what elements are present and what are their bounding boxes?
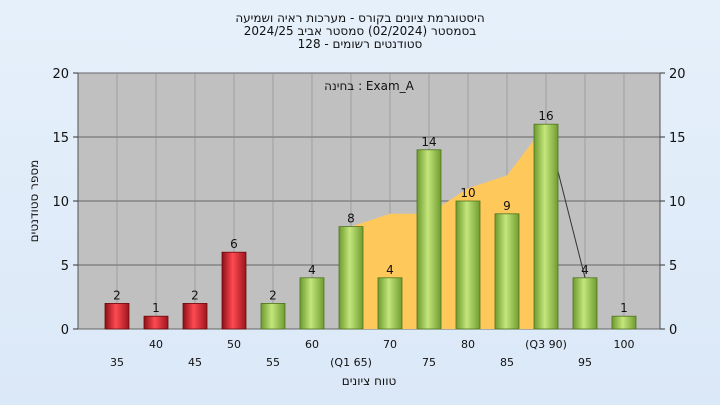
y-tick-label-left: 5 [61,259,69,274]
bar-value-label: 4 [581,263,589,277]
y-tick-label-right: 10 [669,195,686,210]
y-tick-label-left: 10 [52,195,69,210]
bar-8 [416,149,442,330]
bar-1 [143,315,169,330]
bar-value-label: 6 [230,237,238,251]
y-tick-label-right: 20 [669,67,686,82]
y-axis-right: 0 5 10 15 20 [660,67,686,338]
bar-value-label: 14 [421,135,436,149]
x-tick-label: 80 [461,338,475,351]
x-axis-title: טווח ציונים [342,374,397,388]
bar-value-label: 10 [460,186,475,200]
y-axis-left: 0 5 10 15 20 [52,67,78,338]
bar-value-label: 4 [308,263,316,277]
bar-10 [494,213,520,330]
bar-5 [299,277,325,330]
y-axis-title: מספר סטודנטים [27,160,41,243]
x-tick-label: (Q1 65) [330,356,372,369]
bars-group [104,123,637,330]
bar-value-label: 1 [620,301,628,315]
x-tick-label: 35 [110,356,124,369]
x-tick-label: 50 [227,338,241,351]
value-labels-group: 2 1 2 6 2 4 8 4 14 10 9 16 4 1 [113,109,628,315]
x-tick-label: 100 [614,338,635,351]
x-tick-label: 85 [500,356,514,369]
bar-0 [104,302,130,330]
chart-title-line-1: היסטוגרמת ציונים בקורס - מערכות ראיה ושמ… [235,11,484,25]
bar-value-label: 2 [269,288,277,302]
bar-11 [533,123,559,330]
x-tick-label: (Q3 90) [525,338,567,351]
bar-4 [260,302,286,330]
x-tick-label: 75 [422,356,436,369]
bar-7 [377,277,403,330]
bar-12 [572,277,598,330]
exam-annotation: בחינה : Exam_A [324,79,415,93]
gridlines [78,72,660,330]
bar-value-label: 9 [503,199,511,213]
chart-title-line-2: בסמסטר (02/2024) סמסטר אביב 2024/25 [244,24,476,38]
y-tick-label-right: 15 [669,131,686,146]
x-tick-label: 60 [305,338,319,351]
y-tick-label-right: 0 [669,323,677,338]
bar-2 [182,302,208,330]
bar-9 [455,200,481,330]
x-tick-label: 45 [188,356,202,369]
y-tick-label-left: 15 [52,131,69,146]
bar-6 [338,226,364,330]
bar-value-label: 1 [152,301,160,315]
y-tick-label-right: 5 [669,259,677,274]
bar-value-label: 2 [113,288,121,302]
bar-value-label: 2 [191,288,199,302]
x-axis: 35 40 45 50 55 60 (Q1 65) 70 75 80 85 (Q3 90) 95 100 [110,338,635,369]
bar-value-label: 4 [386,263,394,277]
chart-title-line-3: סטודנטים רשומים - 128 [298,37,423,51]
x-tick-label: 40 [149,338,163,351]
y-tick-label-left: 0 [61,323,69,338]
bar-3 [221,251,247,330]
bar-value-label: 8 [347,212,355,226]
bar-13 [611,315,637,330]
bar-value-label: 16 [538,109,553,123]
x-tick-label: 55 [266,356,280,369]
x-tick-label: 95 [578,356,592,369]
x-tick-label: 70 [383,338,397,351]
y-tick-label-left: 20 [52,67,69,82]
